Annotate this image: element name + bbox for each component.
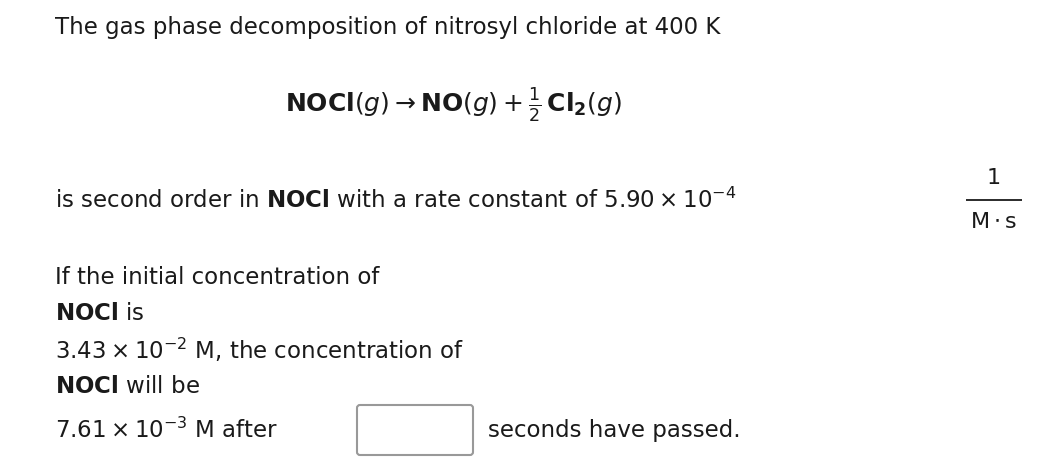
Text: The gas phase decomposition of nitrosyl chloride at 400 K: The gas phase decomposition of nitrosyl … [55, 17, 720, 40]
Text: $\mathrm{\mathbf{NOCl}}$ is: $\mathrm{\mathbf{NOCl}}$ is [55, 303, 144, 325]
Text: $\mathrm{\mathbf{NOCl}}$ will be: $\mathrm{\mathbf{NOCl}}$ will be [55, 375, 200, 397]
Text: If the initial concentration of: If the initial concentration of [55, 266, 379, 289]
Text: is second order in $\mathrm{\mathbf{NOCl}}$ with a rate constant of $5.90 \times: is second order in $\mathrm{\mathbf{NOCl… [55, 187, 737, 212]
Text: $7.61 \times 10^{-3}$ M after: $7.61 \times 10^{-3}$ M after [55, 417, 278, 443]
Text: seconds have passed.: seconds have passed. [488, 419, 741, 441]
Text: $\mathrm{\mathbf{NOCl}}(g) \rightarrow \mathrm{\mathbf{NO}}(g) + \frac{1}{2}\,\m: $\mathrm{\mathbf{NOCl}}(g) \rightarrow \… [285, 86, 622, 124]
Text: $\mathrm{M \cdot s}$: $\mathrm{M \cdot s}$ [971, 212, 1018, 232]
Text: 1: 1 [987, 168, 1001, 188]
FancyBboxPatch shape [357, 405, 473, 455]
Text: $3.43 \times 10^{-2}$ M, the concentration of: $3.43 \times 10^{-2}$ M, the concentrati… [55, 336, 464, 364]
